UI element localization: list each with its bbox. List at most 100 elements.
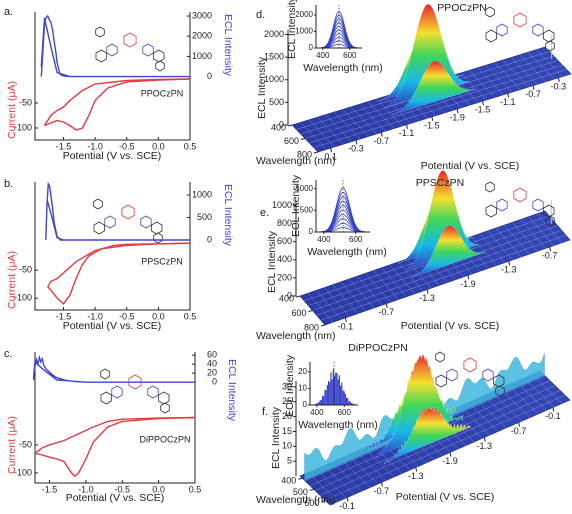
y-axis-label: Current (μA) bbox=[6, 81, 18, 139]
molecule-ring bbox=[94, 199, 103, 209]
current-line bbox=[48, 243, 190, 304]
molecule-ring bbox=[156, 61, 165, 71]
wavelength-tick-label: 600 bbox=[284, 136, 299, 146]
molecule-ring bbox=[148, 386, 158, 398]
inset-bar bbox=[321, 400, 322, 405]
potential-tick-label: -0.7 bbox=[378, 307, 394, 317]
potential-tick-label: -0.3 bbox=[551, 81, 567, 91]
y2-tick-label: 0 bbox=[212, 377, 217, 387]
wavelength-tick bbox=[309, 311, 313, 312]
molecule-ring bbox=[112, 386, 122, 398]
y2-axis-label: ECL Intensity bbox=[222, 184, 234, 247]
y2-axis-label: ECL Intensity bbox=[226, 359, 238, 422]
potential-tick-label: -0.7 bbox=[542, 250, 558, 260]
ecl-line bbox=[34, 357, 196, 382]
inset-bar bbox=[340, 386, 341, 405]
molecule-ring bbox=[533, 199, 543, 211]
potential-axis-label: Potential (V vs. SCE) bbox=[401, 320, 500, 332]
compound-label: PPOCzPN bbox=[437, 2, 487, 14]
y2-tick-label: 2000 bbox=[192, 31, 212, 41]
potential-tick-label: -1.9 bbox=[449, 112, 465, 122]
molecule-ring bbox=[483, 369, 493, 381]
wavelength-axis-label: Wavelength (nm) bbox=[256, 155, 336, 167]
inset-bar bbox=[320, 400, 321, 405]
inset-bar bbox=[338, 380, 339, 405]
ecl-line bbox=[46, 184, 190, 240]
molecule-ring bbox=[101, 392, 111, 404]
inset-bar bbox=[347, 398, 348, 405]
wavelength-tick-label: 400 bbox=[281, 476, 296, 486]
x-tick-label: 0.5 bbox=[189, 484, 202, 494]
z-axis-label: ECL Intensity bbox=[256, 56, 268, 119]
inset-y-tick-label: 0 bbox=[303, 400, 308, 409]
inset-bar bbox=[322, 396, 323, 405]
inset-x-tick-label: 600 bbox=[343, 51, 357, 60]
molecule-ring bbox=[486, 205, 496, 217]
inset-y-tick-label: 0 bbox=[309, 227, 314, 236]
inset-y-tick-label: 2000 bbox=[295, 10, 313, 19]
inset-x-tick-label: 400 bbox=[317, 235, 331, 244]
inset-bar bbox=[323, 396, 324, 405]
y2-axis-label: ECL Intensity bbox=[222, 14, 234, 77]
molecule-ring bbox=[497, 24, 507, 36]
molecule-ring bbox=[154, 50, 164, 62]
potential-tick-label: -0.1 bbox=[339, 501, 355, 509]
inset-y-label: ECL Intensity bbox=[286, 0, 298, 59]
inset-bar bbox=[344, 391, 345, 405]
y-axis-label: Current (μA) bbox=[6, 251, 18, 309]
inset-bar bbox=[328, 381, 329, 405]
molecule-ring bbox=[124, 33, 136, 47]
compound-label: PPOCzPN bbox=[141, 88, 184, 98]
y2-tick-label: 1000 bbox=[192, 189, 212, 199]
inset-bar bbox=[327, 385, 328, 405]
inset-bar bbox=[350, 401, 351, 405]
molecule-ring bbox=[533, 24, 543, 36]
molecule-ring bbox=[447, 369, 457, 381]
inset-bar bbox=[336, 373, 337, 405]
z-axis-label: ECL Intensity bbox=[270, 406, 282, 469]
z-tick-label: 400 bbox=[277, 254, 292, 264]
panel-label: c. bbox=[4, 348, 13, 360]
inset-x-label: Wavelength (nm) bbox=[298, 419, 378, 431]
potential-tick-label: -1.9 bbox=[460, 279, 476, 289]
y2-tick-label: 60 bbox=[207, 350, 217, 360]
panel-label: d. bbox=[256, 9, 265, 21]
z-tick-label: 10 bbox=[282, 441, 292, 451]
molecule-ring bbox=[101, 369, 110, 379]
inset-x-label: Wavelength (nm) bbox=[303, 62, 383, 74]
molecule-ring bbox=[161, 403, 170, 413]
molecule-ring bbox=[122, 205, 134, 219]
wavelength-tick bbox=[301, 139, 305, 140]
molecule-ring bbox=[464, 358, 476, 372]
potential-tick-label: -1.3 bbox=[477, 441, 493, 451]
potential-tick-label: -0.7 bbox=[511, 426, 527, 436]
inset-x-label: Wavelength (nm) bbox=[307, 246, 387, 258]
potential-tick-label: -0.1 bbox=[545, 411, 561, 421]
wavelength-tick-label: 400 bbox=[271, 122, 286, 132]
potential-tick-label: -1.1 bbox=[500, 97, 516, 107]
wavelength-tick-label: 600 bbox=[291, 308, 306, 318]
z-tick-label: 500 bbox=[269, 97, 284, 107]
y-tick-label: -50 bbox=[19, 97, 32, 107]
inset-bar bbox=[346, 398, 347, 405]
inset-bar bbox=[348, 401, 349, 405]
panel-label: e. bbox=[260, 207, 269, 219]
inset-y-tick-label: 0 bbox=[309, 43, 314, 52]
y2-tick-label: 20 bbox=[207, 368, 217, 378]
x-tick-label: -1.5 bbox=[42, 484, 58, 494]
y2-tick-label: 500 bbox=[197, 212, 212, 222]
current-line bbox=[45, 79, 191, 126]
molecule-ring bbox=[544, 30, 554, 42]
y-axis-label: Current (μA) bbox=[6, 416, 18, 474]
molecule-ring bbox=[94, 222, 104, 234]
y2-tick-label: 0 bbox=[207, 234, 212, 244]
inset-y-label: ECL Intensity bbox=[284, 354, 296, 417]
molecule-ring bbox=[96, 50, 106, 62]
z-tick-label: 2000 bbox=[264, 29, 284, 39]
inset-y-tick-label: 10 bbox=[298, 384, 307, 393]
molecule-ring bbox=[514, 188, 526, 202]
inset-bar bbox=[326, 390, 327, 405]
potential-tick-label: -0.7 bbox=[373, 136, 389, 146]
molecule-ring bbox=[96, 27, 105, 37]
